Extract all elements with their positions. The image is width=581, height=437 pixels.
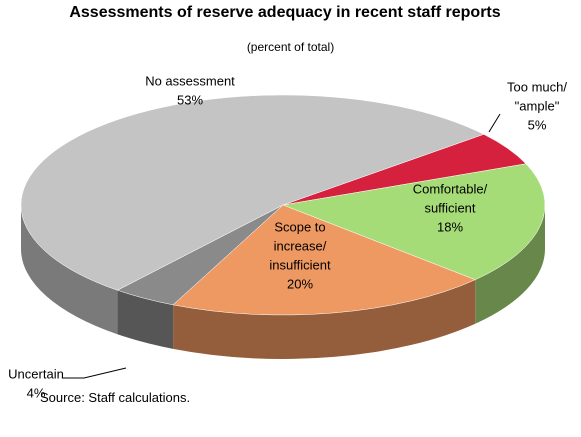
pie-side — [21, 205, 118, 335]
slice-label: sufficient — [424, 200, 475, 215]
leader-line — [62, 367, 127, 379]
slice-label: increase/ — [274, 238, 327, 253]
pie-slice — [282, 163, 546, 281]
chart-subtitle: (percent of total) — [246, 40, 335, 54]
leader-line — [488, 113, 501, 133]
chart-title: Assessments of reserve adequacy in recen… — [69, 4, 501, 21]
pie-side — [173, 279, 476, 359]
value-label: 53% — [177, 92, 203, 107]
pie-slice — [20, 94, 485, 291]
source-note: Source: Staff calculations. — [40, 390, 191, 405]
value-label: 5% — [528, 117, 547, 132]
slice-label: insufficient — [269, 257, 331, 272]
pie-side — [117, 290, 174, 349]
slice-label: Too much/ — [507, 79, 567, 94]
value-label: 4% — [27, 385, 46, 400]
slice-label: Uncertain — [8, 366, 64, 381]
value-label: 20% — [287, 276, 313, 291]
value-label: 18% — [437, 219, 463, 234]
slice-label: "ample" — [515, 98, 560, 113]
pie — [20, 94, 546, 359]
slice-label: Scope to — [274, 219, 325, 234]
slice-label: No assessment — [145, 73, 235, 88]
slice-label: Comfortable/ — [413, 181, 488, 196]
pie-side — [475, 205, 545, 324]
pie-slice — [172, 204, 476, 316]
